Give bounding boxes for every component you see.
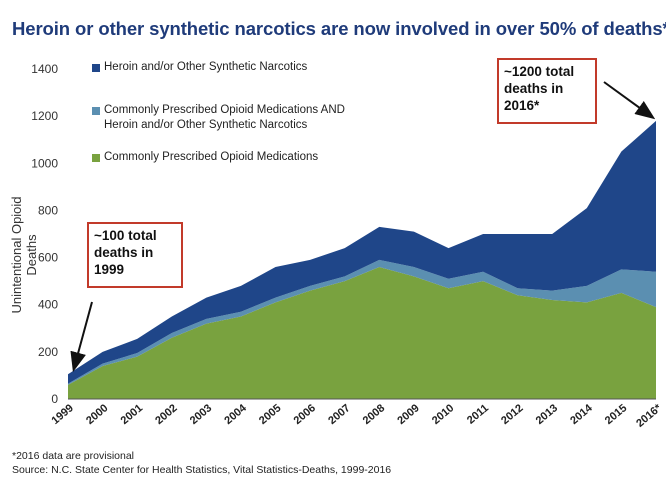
area-series-both (68, 259, 656, 385)
x-tick-label: 2010 (430, 402, 456, 427)
x-tick-label: 2014 (568, 402, 595, 427)
x-tick-label: 2013 (534, 402, 560, 427)
legend-label-both-line1: Commonly Prescribed Opioid Medications A… (104, 104, 345, 116)
callout-1999-line3: 1999 (94, 262, 125, 277)
callout-1999-line2: deaths in (94, 245, 154, 260)
x-tick-label: 2003 (188, 402, 214, 427)
y-tick-label: 400 (38, 298, 58, 312)
y-tick-label: 600 (38, 251, 58, 265)
area-series-heroin (68, 120, 656, 384)
x-tick-label: 2006 (292, 402, 318, 427)
x-tick-label: 2004 (222, 402, 249, 427)
y-tick-label: 800 (38, 203, 58, 217)
legend-item-prescribed: Commonly Prescribed Opioid Medications (92, 150, 319, 165)
chart-title: Heroin or other synthetic narcotics are … (12, 18, 666, 39)
callout-2016-line3: 2016* (504, 98, 540, 113)
y-tick-label: 1000 (31, 156, 58, 170)
y-tick-label: 1200 (31, 109, 58, 123)
legend-item-heroin: Heroin and/or Other Synthetic Narcotics (92, 60, 308, 75)
x-tick-label: 2008 (361, 402, 387, 427)
x-tick-label: 2012 (499, 402, 525, 427)
legend-item-both: Commonly Prescribed Opioid Medications A… (92, 103, 345, 133)
x-tick-label: 2016* (634, 402, 664, 430)
legend-swatch-both (92, 107, 100, 115)
arrow-to-2016 (603, 81, 656, 120)
legend-label-heroin: Heroin and/or Other Synthetic Narcotics (104, 61, 308, 73)
legend-label-both-line2: Heroin and/or Other Synthetic Narcotics (104, 119, 308, 131)
arrow-to-1999 (70, 301, 93, 373)
y-tick-label: 1400 (31, 62, 58, 76)
x-tick-label: 2011 (465, 402, 491, 427)
legend-label-prescribed: Commonly Prescribed Opioid Medications (104, 151, 319, 163)
legend-swatch-heroin (92, 64, 100, 72)
footnote-provisional: *2016 data are provisional (12, 450, 135, 462)
callout-1999-line1: ~100 total (94, 228, 157, 243)
legend-swatch-prescribed (92, 154, 100, 162)
x-tick-label: 2002 (153, 402, 179, 427)
x-tick-label: 2000 (84, 402, 110, 427)
x-tick-label: 2009 (395, 402, 421, 427)
y-tick-label: 0 (51, 392, 58, 406)
x-tick-label: 2001 (119, 402, 145, 427)
x-tick-label: 2007 (326, 402, 352, 427)
callout-1999: ~100 total deaths in 1999 (87, 222, 183, 288)
x-tick-label: 2005 (257, 402, 283, 427)
callout-2016-line2: deaths in (504, 81, 564, 96)
x-tick-label: 2015 (603, 402, 629, 427)
callout-2016: ~1200 total deaths in 2016* (497, 58, 597, 124)
y-tick-label: 200 (38, 345, 58, 359)
callout-2016-line1: ~1200 total (504, 64, 575, 79)
area-series-prescribed (68, 267, 656, 399)
footnote-source: Source: N.C. State Center for Health Sta… (12, 464, 392, 476)
